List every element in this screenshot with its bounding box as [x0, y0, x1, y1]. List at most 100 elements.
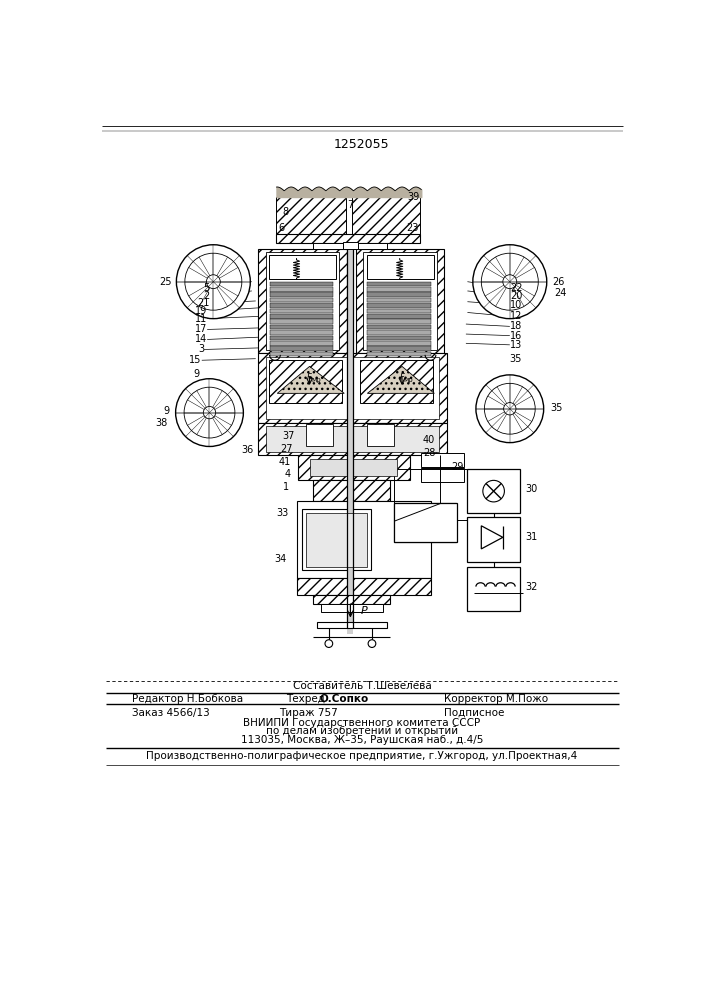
Bar: [467, 567, 520, 611]
Circle shape: [484, 383, 535, 434]
Text: Корректор М.Пожо: Корректор М.Пожо: [444, 694, 549, 704]
Text: 33: 33: [276, 508, 288, 518]
Text: ВНИИПИ Государственного комитета СССР: ВНИИПИ Государственного комитета СССР: [243, 718, 481, 728]
Circle shape: [184, 387, 235, 438]
Text: 40: 40: [423, 435, 435, 445]
Bar: [395, 503, 457, 542]
Bar: [313, 595, 390, 604]
Bar: [269, 287, 334, 292]
Text: 20: 20: [510, 291, 522, 301]
Polygon shape: [277, 366, 344, 393]
Bar: [269, 360, 342, 403]
Bar: [313, 480, 390, 501]
Text: по делам изобретений и открытий: по делам изобретений и открытий: [266, 726, 458, 736]
Text: мр: мр: [403, 377, 413, 383]
Text: 113035, Москва, Ж–35, Раушская наб., д.4/5: 113035, Москва, Ж–35, Раушская наб., д.4…: [241, 735, 483, 745]
Bar: [368, 287, 431, 292]
Bar: [269, 346, 334, 351]
Circle shape: [483, 480, 504, 502]
Text: 6: 6: [279, 223, 285, 233]
Bar: [269, 303, 334, 308]
Text: 19: 19: [195, 306, 207, 316]
Text: О.Сопко: О.Сопко: [320, 694, 369, 704]
Bar: [269, 319, 334, 324]
Bar: [368, 424, 395, 446]
Bar: [269, 309, 334, 313]
Text: 10: 10: [510, 300, 522, 310]
Text: 21: 21: [197, 298, 209, 308]
Bar: [421, 453, 464, 466]
Bar: [310, 459, 397, 476]
Text: 14: 14: [195, 334, 207, 344]
Text: F: F: [399, 373, 404, 382]
Bar: [317, 622, 387, 628]
Bar: [395, 503, 456, 542]
Circle shape: [368, 640, 376, 647]
Bar: [269, 298, 334, 302]
Text: Редактор Н.Бобкова: Редактор Н.Бобкова: [132, 694, 244, 704]
Bar: [266, 357, 439, 419]
Text: 35: 35: [551, 403, 563, 413]
Text: 23: 23: [406, 223, 418, 233]
Bar: [343, 242, 358, 249]
Text: 3: 3: [198, 344, 204, 354]
Text: 34: 34: [274, 554, 286, 564]
Bar: [276, 197, 346, 234]
Bar: [298, 455, 409, 480]
Bar: [269, 341, 334, 346]
Circle shape: [503, 275, 517, 289]
Bar: [269, 282, 334, 286]
Bar: [467, 469, 520, 513]
Circle shape: [175, 379, 243, 446]
Text: 2: 2: [203, 291, 209, 301]
Text: F: F: [307, 373, 312, 382]
Text: 4: 4: [284, 469, 291, 479]
Circle shape: [473, 245, 547, 319]
Bar: [269, 325, 334, 329]
Bar: [368, 330, 431, 335]
Bar: [258, 353, 447, 423]
Bar: [266, 252, 339, 350]
Circle shape: [481, 253, 538, 310]
Bar: [368, 298, 431, 302]
Circle shape: [206, 275, 221, 289]
Bar: [368, 352, 431, 356]
Text: 29: 29: [451, 462, 464, 472]
Bar: [368, 325, 431, 329]
Text: 38: 38: [155, 418, 167, 428]
Bar: [467, 517, 520, 562]
Bar: [258, 423, 447, 455]
Text: 35: 35: [510, 354, 522, 364]
Bar: [368, 282, 431, 286]
Text: 18: 18: [510, 321, 522, 331]
Text: 5: 5: [203, 283, 209, 293]
Bar: [305, 513, 368, 567]
Bar: [269, 314, 334, 319]
Bar: [352, 197, 420, 234]
Bar: [360, 360, 433, 403]
Bar: [313, 243, 387, 249]
Text: 37: 37: [282, 431, 294, 441]
Text: Тираж 757: Тираж 757: [279, 708, 337, 718]
Text: 41: 41: [279, 457, 291, 467]
Bar: [269, 255, 336, 279]
Text: P: P: [361, 606, 368, 616]
Text: 39: 39: [407, 192, 420, 202]
Bar: [269, 352, 334, 356]
Bar: [366, 255, 433, 279]
Circle shape: [503, 403, 516, 415]
Bar: [368, 309, 431, 313]
Bar: [421, 468, 464, 482]
Text: 22: 22: [510, 283, 522, 293]
Text: 28: 28: [423, 448, 435, 458]
Text: 13: 13: [510, 340, 522, 350]
Text: Составитель Т.Шевелева: Составитель Т.Шевелева: [293, 681, 431, 691]
Text: 36: 36: [241, 445, 253, 455]
Bar: [368, 314, 431, 319]
Text: 27: 27: [280, 444, 293, 454]
Circle shape: [185, 253, 242, 310]
Text: 16: 16: [510, 331, 522, 341]
Text: 30: 30: [525, 484, 537, 494]
Text: Техред: Техред: [286, 694, 332, 704]
Text: 17: 17: [195, 324, 207, 334]
